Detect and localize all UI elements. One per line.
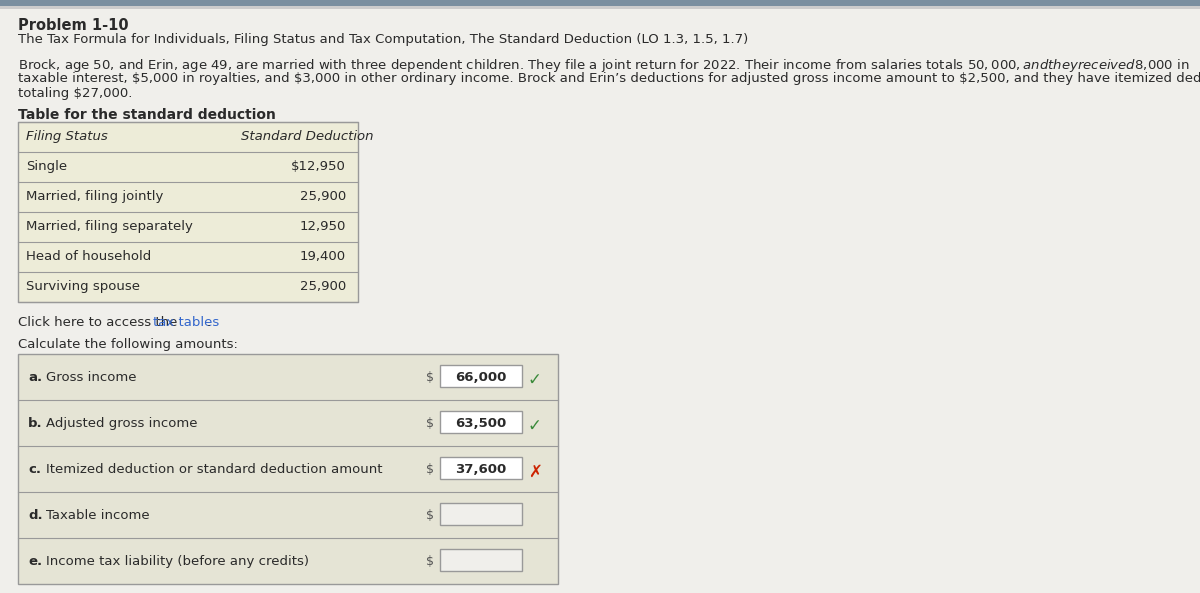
Text: $12,950: $12,950 [292, 160, 346, 173]
Text: Married, filing separately: Married, filing separately [26, 220, 193, 233]
Text: e.: e. [28, 555, 42, 568]
FancyBboxPatch shape [440, 411, 522, 433]
Text: 19,400: 19,400 [300, 250, 346, 263]
Text: $: $ [426, 463, 434, 476]
Text: The Tax Formula for Individuals, Filing Status and Tax Computation, The Standard: The Tax Formula for Individuals, Filing … [18, 33, 749, 46]
Text: $: $ [426, 417, 434, 430]
Text: b.: b. [28, 417, 43, 430]
Text: Adjusted gross income: Adjusted gross income [46, 417, 198, 430]
FancyBboxPatch shape [0, 6, 1200, 9]
Text: 63,500: 63,500 [455, 417, 506, 430]
FancyBboxPatch shape [440, 457, 522, 479]
Text: Gross income: Gross income [46, 371, 137, 384]
FancyBboxPatch shape [18, 354, 558, 584]
Text: Surviving spouse: Surviving spouse [26, 280, 140, 293]
Text: Click here to access the: Click here to access the [18, 316, 181, 329]
Text: Single: Single [26, 160, 67, 173]
Text: 37,600: 37,600 [455, 463, 506, 476]
Text: Married, filing jointly: Married, filing jointly [26, 190, 163, 203]
FancyBboxPatch shape [0, 9, 1200, 593]
Text: Problem 1-10: Problem 1-10 [18, 18, 128, 33]
FancyBboxPatch shape [18, 122, 358, 302]
Text: .: . [208, 316, 211, 329]
FancyBboxPatch shape [440, 503, 522, 525]
Text: Head of household: Head of household [26, 250, 151, 263]
Text: Table for the standard deduction: Table for the standard deduction [18, 108, 276, 122]
FancyBboxPatch shape [440, 365, 522, 387]
Text: Taxable income: Taxable income [46, 509, 150, 522]
Text: d.: d. [28, 509, 43, 522]
FancyBboxPatch shape [440, 549, 522, 571]
Text: Calculate the following amounts:: Calculate the following amounts: [18, 338, 238, 351]
Text: Filing Status: Filing Status [26, 130, 108, 143]
Text: 12,950: 12,950 [300, 220, 346, 233]
Text: Brock, age 50, and Erin, age 49, are married with three dependent children. They: Brock, age 50, and Erin, age 49, are mar… [18, 57, 1189, 74]
Text: tax tables: tax tables [154, 316, 220, 329]
Text: 25,900: 25,900 [300, 280, 346, 293]
Text: ✓: ✓ [528, 371, 542, 389]
Text: $: $ [426, 371, 434, 384]
Text: ✓: ✓ [528, 417, 542, 435]
Text: 66,000: 66,000 [455, 371, 506, 384]
Text: totaling $27,000.: totaling $27,000. [18, 87, 132, 100]
Text: ✗: ✗ [528, 463, 542, 481]
Text: a.: a. [28, 371, 42, 384]
Text: $: $ [426, 509, 434, 522]
Text: 25,900: 25,900 [300, 190, 346, 203]
Text: Income tax liability (before any credits): Income tax liability (before any credits… [46, 555, 310, 568]
Text: $: $ [426, 555, 434, 568]
FancyBboxPatch shape [0, 0, 1200, 6]
Text: taxable interest, $5,000 in royalties, and $3,000 in other ordinary income. Broc: taxable interest, $5,000 in royalties, a… [18, 72, 1200, 85]
Text: Standard Deduction: Standard Deduction [241, 130, 373, 143]
Text: c.: c. [28, 463, 41, 476]
Text: Itemized deduction or standard deduction amount: Itemized deduction or standard deduction… [46, 463, 383, 476]
